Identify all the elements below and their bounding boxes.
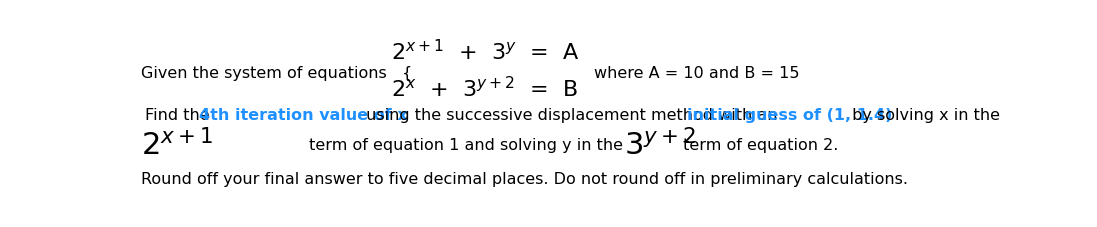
Text: 4th iteration value of x: 4th iteration value of x — [199, 108, 408, 123]
Text: using the successive displacement method with an: using the successive displacement method… — [361, 108, 782, 123]
Text: by solving x in the: by solving x in the — [847, 108, 999, 123]
Text: Find the: Find the — [145, 108, 215, 123]
Text: $2^{x+1}$: $2^{x+1}$ — [142, 128, 213, 161]
Text: Round off your final answer to five decimal places. Do not round off in prelimin: Round off your final answer to five deci… — [142, 172, 908, 187]
Text: where A = 10 and B = 15: where A = 10 and B = 15 — [595, 66, 800, 81]
Text: $2^{x}$  +  $3^{y+2}$  =  B: $2^{x}$ + $3^{y+2}$ = B — [392, 76, 578, 101]
Text: $3^{y+2}$: $3^{y+2}$ — [624, 128, 695, 161]
Text: Given the system of equations   {: Given the system of equations { — [142, 66, 412, 81]
Text: term of equation 2.: term of equation 2. — [678, 137, 838, 152]
Text: term of equation 1 and solving y in the: term of equation 1 and solving y in the — [304, 137, 627, 152]
Text: initial guess of (1, 1.4): initial guess of (1, 1.4) — [688, 108, 893, 123]
Text: $2^{x+1}$  +  $3^{y}$  =  A: $2^{x+1}$ + $3^{y}$ = A — [392, 39, 579, 64]
